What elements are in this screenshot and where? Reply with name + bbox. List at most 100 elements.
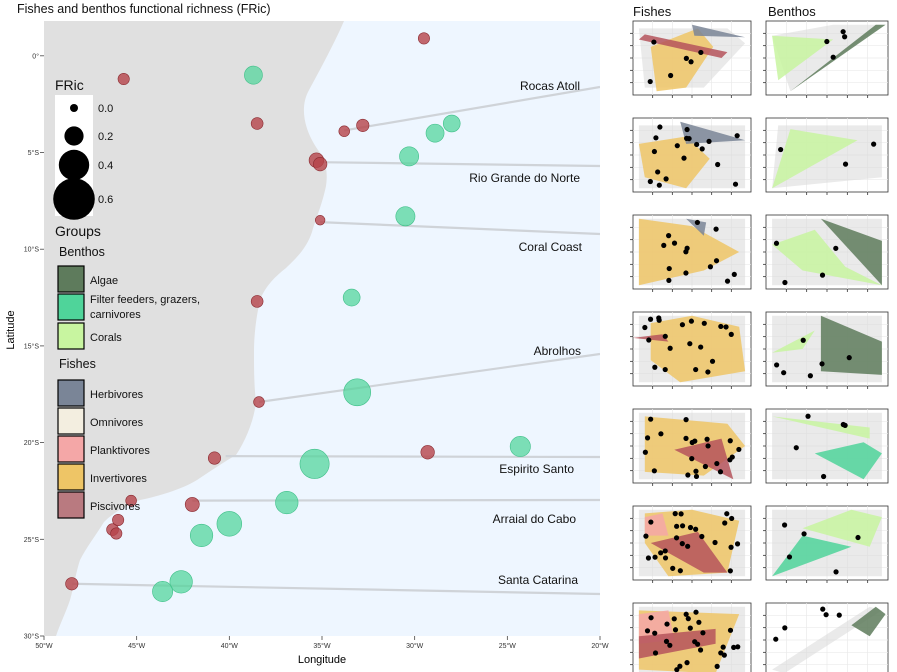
- hull-point: [689, 439, 695, 446]
- hull-point: [687, 341, 693, 347]
- y-axis-title: Latitude: [5, 310, 17, 349]
- fishes-panel: [630, 505, 752, 583]
- fric-size-swatch: [64, 126, 84, 146]
- x-axis-title: Longitude: [298, 654, 346, 666]
- benthos-panel: [763, 311, 889, 389]
- fishes-panel: [630, 214, 752, 292]
- benthos-legend-swatch: [57, 322, 85, 350]
- hull-point: [712, 539, 718, 546]
- south-america-landmass: [44, 21, 344, 636]
- hull-point: [683, 417, 689, 423]
- hull-point: [735, 644, 741, 650]
- data-point: [152, 581, 174, 602]
- data-point: [343, 378, 372, 407]
- data-point: [253, 396, 265, 408]
- benthos-legend-swatch: [57, 293, 85, 321]
- fishes-panel: [630, 602, 752, 672]
- hull-point: [645, 555, 652, 561]
- hull-point: [678, 511, 684, 517]
- site-connector-line: [225, 455, 600, 459]
- hull-point: [702, 463, 708, 470]
- hull-point: [644, 628, 651, 634]
- fishes-legend-label: Invertivores: [90, 473, 147, 485]
- data-point: [509, 436, 531, 457]
- benthos-column-title: Benthos: [768, 4, 816, 19]
- fishes-panel: [630, 311, 752, 389]
- fric-size-label: 0.2: [98, 131, 113, 143]
- hull-point: [709, 358, 716, 364]
- hull-point: [718, 323, 724, 330]
- fric-size-label: 0.6: [98, 194, 113, 206]
- hull-point: [698, 344, 704, 350]
- hull-point: [672, 627, 679, 633]
- hull-point: [667, 642, 673, 648]
- benthos-legend-label: carnivores: [90, 309, 141, 321]
- groups-legend-title: Groups: [55, 223, 101, 239]
- y-tick-label: 25°S: [24, 536, 40, 544]
- y-tick-label: 5°S: [28, 149, 40, 157]
- hull-point: [646, 337, 652, 343]
- hull-point: [727, 438, 733, 444]
- fishes-legend-label: Piscivores: [90, 501, 141, 513]
- hull-point: [647, 78, 653, 85]
- hull-point: [673, 535, 680, 541]
- hull-point: [842, 34, 848, 40]
- site-label: Rio Grande do Norte: [469, 171, 580, 185]
- hull-point: [662, 333, 668, 339]
- hull-point: [684, 126, 690, 133]
- hull-point: [642, 449, 648, 455]
- site-connector-line: [320, 221, 600, 236]
- hull-point: [782, 625, 788, 631]
- hull-polygon: [638, 628, 716, 659]
- y-tick-label: 15°S: [24, 342, 40, 350]
- hull-point: [697, 647, 704, 653]
- hull-point: [652, 650, 659, 656]
- hull-polygon: [772, 35, 834, 81]
- hull-point: [656, 182, 662, 188]
- hull-point: [647, 316, 654, 322]
- hull-point: [731, 271, 737, 278]
- fishes-panel: [630, 20, 752, 98]
- x-tick-label: 20°W: [591, 642, 609, 650]
- hull-polygon: [820, 218, 882, 286]
- hull-polygon: [790, 24, 886, 92]
- hull-point: [773, 240, 780, 246]
- hull-point: [778, 146, 784, 153]
- hull-point: [722, 520, 728, 526]
- site-label: Abrolhos: [534, 344, 581, 358]
- hull-point: [706, 138, 712, 144]
- site-label: Espirito Santo: [499, 462, 574, 476]
- hull-point: [693, 526, 699, 532]
- hull-point: [693, 473, 700, 480]
- hull-polygon: [772, 129, 858, 189]
- data-point: [395, 206, 416, 227]
- x-tick-label: 40°W: [221, 642, 239, 650]
- site-label: Arraial do Cabo: [493, 512, 577, 526]
- hull-point: [684, 245, 690, 251]
- hull-point: [833, 245, 839, 251]
- hull-point: [679, 541, 685, 547]
- hull-polygon: [650, 531, 728, 573]
- hull-polygon: [650, 315, 746, 383]
- hull-point: [679, 322, 686, 328]
- hull-point: [714, 663, 720, 669]
- data-point: [442, 114, 461, 133]
- hull-point: [661, 242, 667, 248]
- hull-point: [685, 616, 691, 622]
- data-point: [275, 490, 299, 515]
- hull-point: [701, 320, 707, 326]
- hull-polygon: [680, 121, 746, 144]
- hull-point: [871, 141, 877, 147]
- hull-point: [683, 611, 689, 617]
- hull-point: [655, 169, 661, 175]
- hull-point: [670, 565, 676, 571]
- fric-size-label: 0.4: [98, 160, 113, 172]
- hull-point: [651, 468, 657, 474]
- hull-point: [713, 258, 720, 264]
- data-point: [420, 445, 435, 460]
- hull-polygon: [772, 535, 852, 577]
- hull-point: [713, 226, 719, 232]
- hull-point: [652, 364, 658, 370]
- hull-point: [644, 435, 651, 441]
- hull-point: [647, 178, 653, 185]
